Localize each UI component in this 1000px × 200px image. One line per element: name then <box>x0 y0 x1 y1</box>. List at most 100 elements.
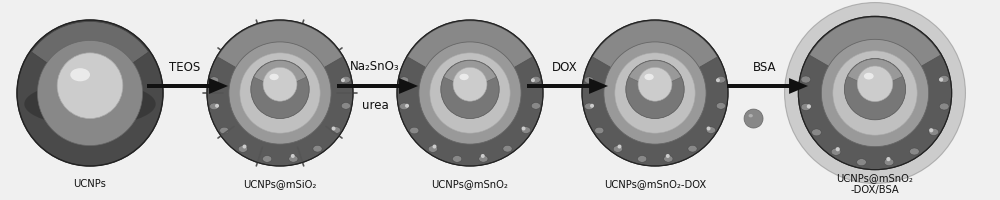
Ellipse shape <box>615 53 695 133</box>
Ellipse shape <box>521 52 530 59</box>
Ellipse shape <box>884 20 893 27</box>
Ellipse shape <box>817 54 821 58</box>
Ellipse shape <box>269 74 279 80</box>
Ellipse shape <box>428 34 437 41</box>
Ellipse shape <box>836 147 840 151</box>
Ellipse shape <box>910 35 914 39</box>
Ellipse shape <box>798 16 952 170</box>
Ellipse shape <box>400 103 409 110</box>
Ellipse shape <box>453 67 487 101</box>
Ellipse shape <box>453 156 462 162</box>
Ellipse shape <box>313 37 318 41</box>
Ellipse shape <box>37 40 143 146</box>
Text: BSA: BSA <box>753 61 777 74</box>
Ellipse shape <box>291 154 295 158</box>
Ellipse shape <box>613 146 622 152</box>
Ellipse shape <box>289 155 298 162</box>
Ellipse shape <box>939 76 949 82</box>
Ellipse shape <box>857 66 893 102</box>
Ellipse shape <box>716 76 725 83</box>
Ellipse shape <box>57 53 123 119</box>
Ellipse shape <box>238 146 247 152</box>
Text: UCNPs@mSnO₂: UCNPs@mSnO₂ <box>432 179 508 189</box>
Ellipse shape <box>207 20 353 166</box>
Ellipse shape <box>801 104 811 110</box>
Ellipse shape <box>215 104 219 108</box>
Ellipse shape <box>503 34 512 40</box>
Ellipse shape <box>251 60 309 119</box>
Ellipse shape <box>17 20 163 166</box>
Ellipse shape <box>397 20 543 166</box>
Ellipse shape <box>688 34 697 40</box>
Ellipse shape <box>481 154 485 158</box>
Ellipse shape <box>419 42 521 144</box>
Ellipse shape <box>432 145 437 149</box>
Ellipse shape <box>209 77 219 83</box>
Ellipse shape <box>807 104 811 109</box>
Text: UCNPs: UCNPs <box>74 179 106 189</box>
Ellipse shape <box>638 156 647 162</box>
Ellipse shape <box>410 127 419 134</box>
Wedge shape <box>444 60 496 89</box>
Ellipse shape <box>886 157 891 161</box>
Wedge shape <box>847 59 903 89</box>
Ellipse shape <box>414 55 418 60</box>
Ellipse shape <box>210 103 219 110</box>
Ellipse shape <box>531 103 541 109</box>
Ellipse shape <box>229 42 331 144</box>
Wedge shape <box>592 21 718 93</box>
Ellipse shape <box>288 24 297 30</box>
Text: urea: urea <box>362 99 388 112</box>
Text: Na₂SnO₃: Na₂SnO₃ <box>350 60 400 73</box>
Ellipse shape <box>428 146 437 152</box>
Ellipse shape <box>24 82 156 126</box>
Ellipse shape <box>637 24 646 31</box>
Ellipse shape <box>707 126 711 131</box>
Ellipse shape <box>844 59 906 120</box>
FancyArrow shape <box>527 81 603 91</box>
Ellipse shape <box>617 145 622 149</box>
Ellipse shape <box>884 159 894 166</box>
Ellipse shape <box>638 67 672 101</box>
Ellipse shape <box>716 103 726 109</box>
Ellipse shape <box>341 76 350 83</box>
Ellipse shape <box>263 156 272 162</box>
Ellipse shape <box>503 145 512 152</box>
Ellipse shape <box>626 60 684 119</box>
Ellipse shape <box>70 68 90 81</box>
Ellipse shape <box>663 24 672 30</box>
Ellipse shape <box>219 53 229 59</box>
Ellipse shape <box>220 127 229 134</box>
Ellipse shape <box>833 51 917 135</box>
Ellipse shape <box>749 114 753 117</box>
Ellipse shape <box>857 159 866 166</box>
Ellipse shape <box>595 127 604 134</box>
Ellipse shape <box>590 104 594 108</box>
Ellipse shape <box>821 39 929 147</box>
Ellipse shape <box>341 78 345 82</box>
Ellipse shape <box>688 37 693 41</box>
Ellipse shape <box>929 128 933 132</box>
Ellipse shape <box>313 34 322 40</box>
Ellipse shape <box>811 51 821 58</box>
Ellipse shape <box>531 76 540 83</box>
Text: UCNPs@mSiO₂: UCNPs@mSiO₂ <box>243 179 317 189</box>
Ellipse shape <box>430 53 510 133</box>
Ellipse shape <box>939 77 943 82</box>
Ellipse shape <box>238 34 247 41</box>
Ellipse shape <box>459 74 469 80</box>
Ellipse shape <box>666 154 670 158</box>
Text: DOX: DOX <box>552 61 578 74</box>
Ellipse shape <box>531 78 535 82</box>
Ellipse shape <box>265 28 269 32</box>
Ellipse shape <box>478 24 487 30</box>
Ellipse shape <box>864 73 874 80</box>
Ellipse shape <box>785 3 965 183</box>
Ellipse shape <box>503 37 508 41</box>
FancyArrow shape <box>147 81 223 91</box>
Ellipse shape <box>331 127 341 133</box>
Ellipse shape <box>801 76 811 83</box>
Ellipse shape <box>405 104 409 108</box>
Ellipse shape <box>831 148 841 155</box>
Ellipse shape <box>744 109 763 128</box>
